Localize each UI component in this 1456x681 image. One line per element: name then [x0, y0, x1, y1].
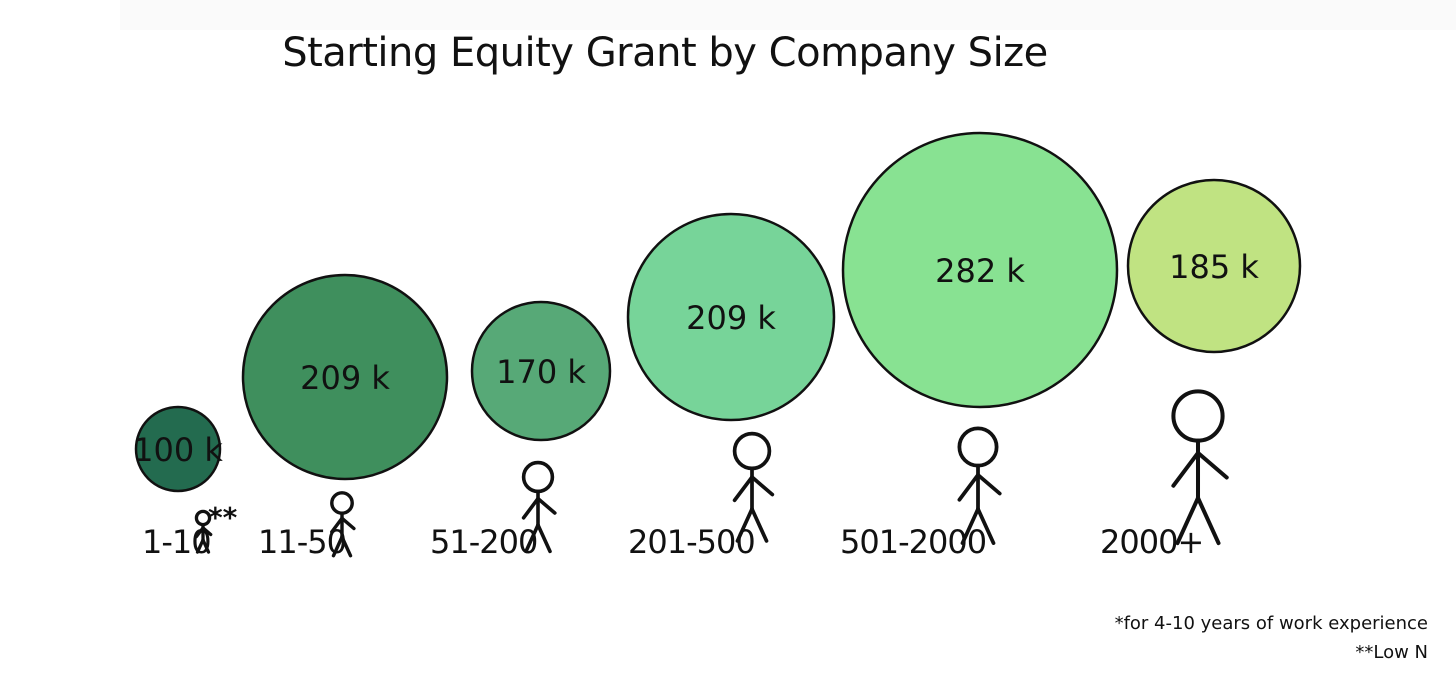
- bubble-2000+: [1126, 178, 1302, 354]
- bubble-501-2000: [841, 131, 1119, 409]
- category-label-201-500: 201-500: [628, 523, 755, 561]
- stick-figure-icon-201-500: [732, 431, 775, 543]
- top-band: [120, 0, 1456, 30]
- bubble-group-2000+: 185 k 2000+: [1100, 178, 1302, 561]
- bubble-value-label-2000+: 185 k: [1169, 248, 1259, 286]
- bubble-group-1-10: 100 k1-10**: [133, 405, 238, 561]
- stick-figure-icon-2000+: [1171, 389, 1229, 546]
- bubble-11-50: [241, 273, 449, 481]
- bubble-group-201-500: 209 k 201-500: [626, 212, 836, 561]
- bubble-201-500: [626, 212, 836, 422]
- bubble-1-10: [134, 405, 222, 493]
- bubble-value-label-51-200: 170 k: [496, 353, 586, 391]
- chart-title: Starting Equity Grant by Company Size: [282, 30, 1048, 76]
- stick-figure-icon-1-10: [194, 509, 213, 554]
- bubble-51-200: [470, 300, 612, 442]
- bubble-value-label-1-10: 100 k: [133, 431, 223, 469]
- bubble-value-label-501-2000: 282 k: [935, 252, 1025, 290]
- stick-figure-icon-501-2000: [957, 426, 1002, 545]
- bubble-group-11-50: 209 k11-50: [241, 273, 449, 561]
- bubble-value-label-11-50: 209 k: [300, 359, 390, 397]
- category-label-2000+: 2000+: [1100, 523, 1203, 561]
- bubble-value-label-201-500: 209 k: [686, 299, 776, 337]
- bubble-group-51-200: 170 k 51-200: [430, 300, 612, 561]
- stick-figure-icon-51-200: [521, 460, 557, 554]
- stick-figure-icon-11-50: [330, 491, 356, 558]
- footnote-low-n: **Low N: [1355, 642, 1428, 663]
- category-label-51-200: 51-200: [430, 523, 537, 561]
- category-marker-1-10: **: [208, 501, 238, 534]
- footnote-experience: *for 4-10 years of work experience: [1114, 613, 1428, 634]
